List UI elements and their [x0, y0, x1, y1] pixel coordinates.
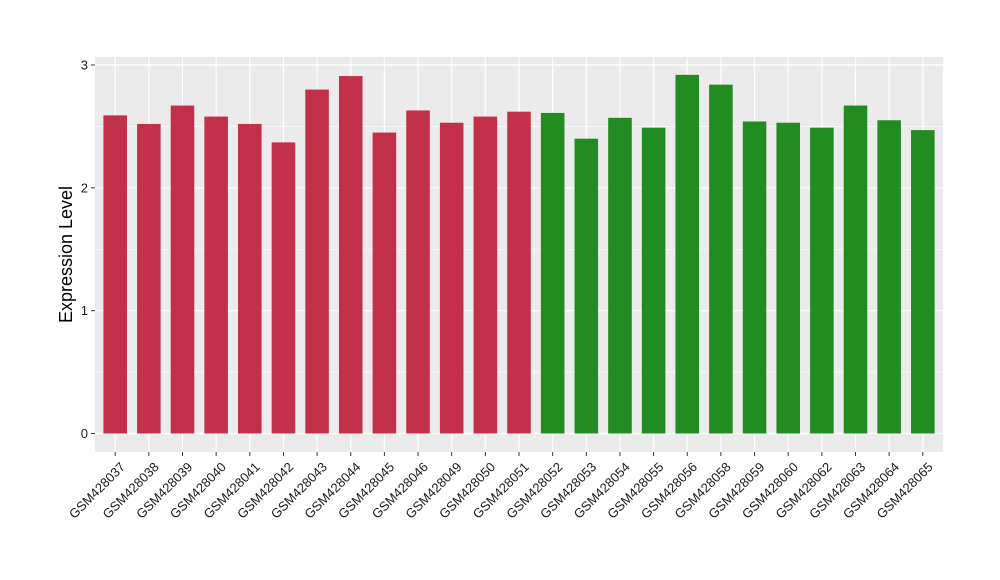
y-tick-label: 0 [81, 426, 88, 441]
bar-GSM428058 [709, 84, 733, 434]
bars [103, 74, 935, 434]
bar-GSM428038 [137, 123, 161, 434]
bar-GSM428045 [372, 132, 397, 434]
y-axis-title: Expression Level [56, 186, 76, 323]
bar-GSM428039 [170, 105, 195, 434]
y-axis: 0 1 2 3 [81, 58, 95, 441]
bar-GSM428042 [271, 142, 296, 434]
bar-GSM428065 [911, 130, 935, 434]
bar-GSM428040 [204, 116, 228, 434]
bar-GSM428055 [641, 127, 666, 434]
bar-GSM428050 [473, 116, 498, 434]
bar-GSM428051 [507, 111, 531, 434]
bar-GSM428054 [608, 117, 632, 434]
bar-GSM428046 [406, 110, 430, 434]
bar-GSM428060 [776, 122, 800, 434]
x-axis: GSM428037GSM428038GSM428039GSM428040GSM4… [66, 452, 936, 522]
bar-GSM428064 [877, 120, 901, 434]
bar-GSM428049 [439, 122, 464, 434]
bar-GSM428056 [675, 74, 700, 434]
bar-GSM428052 [540, 112, 565, 434]
y-tick-label: 2 [81, 180, 88, 195]
bar-GSM428041 [238, 123, 262, 434]
y-tick-label: 1 [81, 303, 88, 318]
bar-GSM428063 [843, 105, 868, 434]
bar-GSM428044 [338, 76, 363, 434]
bar-GSM428062 [810, 127, 834, 434]
bar-GSM428037 [103, 115, 127, 434]
bar-GSM428053 [574, 138, 599, 434]
bar-GSM428043 [305, 89, 329, 434]
bar-GSM428059 [742, 121, 767, 434]
y-tick-label: 3 [81, 58, 88, 73]
